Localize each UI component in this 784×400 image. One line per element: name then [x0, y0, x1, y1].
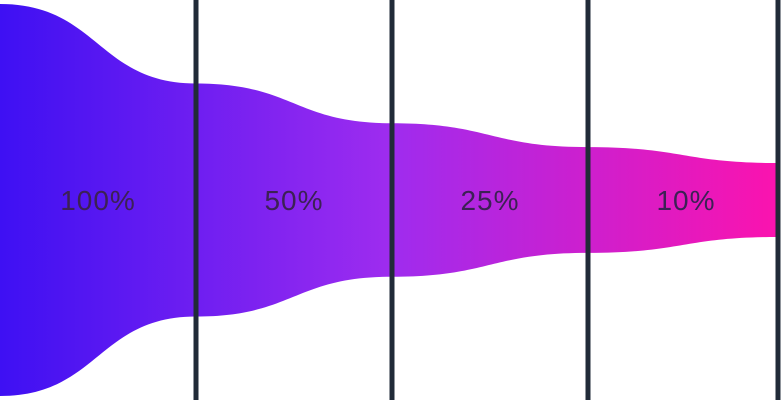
- stage-label-2: 50%: [264, 185, 324, 216]
- stage-label-1: 100%: [60, 185, 136, 216]
- stage-label-4: 10%: [656, 185, 716, 216]
- stage-label-3: 25%: [460, 185, 520, 216]
- divider-line: [585, 0, 591, 400]
- divider-line: [775, 0, 781, 400]
- stage-dividers: [193, 0, 781, 400]
- divider-line: [389, 0, 395, 400]
- divider-line: [193, 0, 199, 400]
